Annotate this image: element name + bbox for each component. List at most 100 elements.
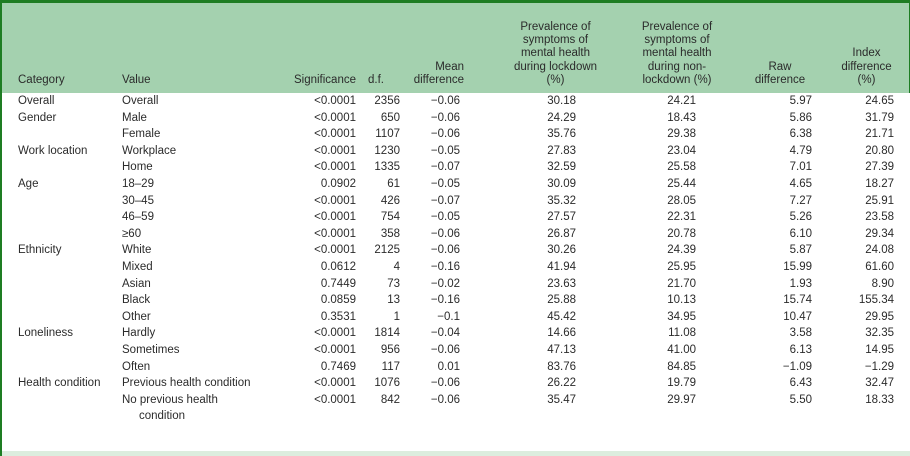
cell-index-difference: 18.27 (865, 177, 894, 190)
cell-value: Black (122, 294, 151, 307)
cell-prevalence-nonlockdown: 24.21 (667, 95, 696, 108)
cell-significance: <0.0001 (314, 128, 356, 141)
cell-category (2, 292, 122, 309)
cell-prevalence-nonlockdown: 19.79 (667, 377, 696, 390)
cell-significance: <0.0001 (314, 194, 356, 207)
cell-raw-difference: 15.74 (783, 294, 812, 307)
cell-category (2, 309, 122, 326)
cell-prevalence-lockdown: 27.83 (547, 144, 576, 157)
cell-mean-difference: −0.06 (430, 111, 460, 124)
cell-value: Home (122, 161, 153, 174)
cell-category (2, 259, 122, 276)
table-row: Mixed 0.0612 4 −0.16 41.94 25.95 15.99 61.60 (2, 259, 910, 276)
cell-value: 18–29 (122, 177, 154, 190)
cell-category (2, 159, 122, 176)
cell-value: Previous health condition (122, 377, 251, 390)
cell-mean-difference: −0.1 (437, 310, 460, 323)
cell-prevalence-nonlockdown: 25.44 (667, 177, 696, 190)
cell-prevalence-nonlockdown: 84.85 (667, 360, 696, 373)
cell-prevalence-nonlockdown: 29.38 (667, 128, 696, 141)
cell-raw-difference: 6.43 (789, 377, 812, 390)
cell-prevalence-lockdown: 14.66 (547, 327, 576, 340)
cell-raw-difference: 7.01 (789, 161, 812, 174)
cell-prevalence-nonlockdown: 20.78 (667, 227, 696, 240)
cell-prevalence-nonlockdown: 11.08 (668, 327, 696, 340)
cell-df: 61 (387, 177, 400, 190)
cell-prevalence-nonlockdown: 29.97 (667, 393, 696, 406)
cell-raw-difference: 4.65 (789, 177, 812, 190)
cell-raw-difference: 5.97 (789, 95, 812, 108)
table-row: No previous health condition <0.0001 842 −0… (2, 392, 910, 425)
cell-df: 956 (380, 343, 400, 356)
cell-significance: <0.0001 (314, 161, 356, 174)
cell-mean-difference: 0.01 (437, 360, 460, 373)
cell-df: 1 (393, 310, 400, 323)
cell-df: 4 (393, 260, 400, 273)
cell-raw-difference: 10.47 (783, 310, 812, 323)
cell-raw-difference: 5.26 (789, 211, 812, 224)
cell-df: 1335 (374, 161, 400, 174)
cell-prevalence-lockdown: 41.94 (547, 260, 576, 273)
cell-prevalence-nonlockdown: 28.05 (667, 194, 696, 207)
cell-significance: <0.0001 (314, 144, 356, 157)
cell-raw-difference: −1.09 (782, 360, 812, 373)
cell-value: Overall (122, 95, 159, 108)
cell-index-difference: 61.60 (865, 260, 894, 273)
statistics-table: Category Value Significance d.f. Mean di… (2, 3, 910, 425)
cell-significance: <0.0001 (314, 343, 356, 356)
cell-raw-difference: 5.87 (789, 244, 812, 257)
cell-df: 426 (380, 194, 400, 207)
column-header-mean-difference: Mean difference (408, 3, 464, 94)
table-row: Loneliness Hardly <0.0001 1814 −0.04 14.66 11.… (2, 325, 910, 342)
cell-index-difference: 14.95 (865, 343, 894, 356)
cell-value: Sometimes (122, 343, 180, 356)
cell-prevalence-lockdown: 30.26 (547, 244, 576, 257)
cell-raw-difference: 6.10 (789, 227, 812, 240)
cell-index-difference: 29.34 (865, 227, 894, 240)
cell-df: 1230 (374, 144, 400, 157)
cell-prevalence-lockdown: 47.13 (547, 343, 576, 356)
cell-value: Often (122, 360, 151, 373)
cell-category (2, 126, 122, 143)
cell-category (2, 276, 122, 293)
cell-prevalence-lockdown: 23.63 (547, 277, 576, 290)
cell-mean-difference: −0.07 (430, 194, 460, 207)
cell-index-difference: 8.90 (871, 277, 894, 290)
cell-prevalence-nonlockdown: 41.00 (667, 343, 696, 356)
cell-mean-difference: −0.16 (430, 294, 460, 307)
cell-category (2, 209, 122, 226)
cell-raw-difference: 3.58 (789, 327, 812, 340)
cell-prevalence-nonlockdown: 18.43 (667, 111, 696, 124)
cell-prevalence-lockdown: 25.88 (547, 294, 576, 307)
cell-significance: <0.0001 (314, 393, 356, 406)
cell-index-difference: 32.47 (865, 377, 894, 390)
cell-category: Health condition (18, 377, 101, 390)
cell-significance: 0.0859 (320, 294, 356, 307)
cell-value: Workplace (122, 144, 177, 157)
cell-category (2, 359, 122, 376)
table-row: Health condition Previous health conditio… (2, 375, 910, 392)
table-row: Work location Workplace <0.0001 1230 −0.05 27… (2, 143, 910, 160)
table-row: 46–59 <0.0001 754 −0.05 27.57 22.31 5.26 23.58 (2, 209, 910, 226)
cell-mean-difference: −0.06 (430, 244, 460, 257)
cell-raw-difference: 6.13 (789, 343, 812, 356)
cell-prevalence-lockdown: 83.76 (547, 360, 576, 373)
cell-df: 1814 (374, 327, 400, 340)
cell-prevalence-nonlockdown: 23.04 (667, 144, 696, 157)
cell-value: Hardly (122, 327, 156, 340)
cell-category: Work location (18, 144, 88, 157)
cell-index-difference: 32.35 (865, 327, 894, 340)
cell-value: Other (122, 310, 151, 323)
cell-prevalence-lockdown: 26.87 (547, 227, 576, 240)
table-row: Overall Overall <0.0001 2356 −0.06 30.18 24.21… (2, 93, 910, 110)
cell-prevalence-nonlockdown: 21.70 (667, 277, 696, 290)
cell-mean-difference: −0.06 (430, 343, 460, 356)
cell-significance: <0.0001 (314, 95, 356, 108)
cell-df: 754 (380, 211, 400, 224)
cell-prevalence-nonlockdown: 24.39 (667, 244, 696, 257)
cell-value: Asian (122, 277, 151, 290)
table-row: Gender Male <0.0001 650 −0.06 24.29 18.43 5.86 3… (2, 110, 910, 127)
cell-significance: <0.0001 (314, 377, 356, 390)
cell-mean-difference: −0.06 (430, 128, 460, 141)
